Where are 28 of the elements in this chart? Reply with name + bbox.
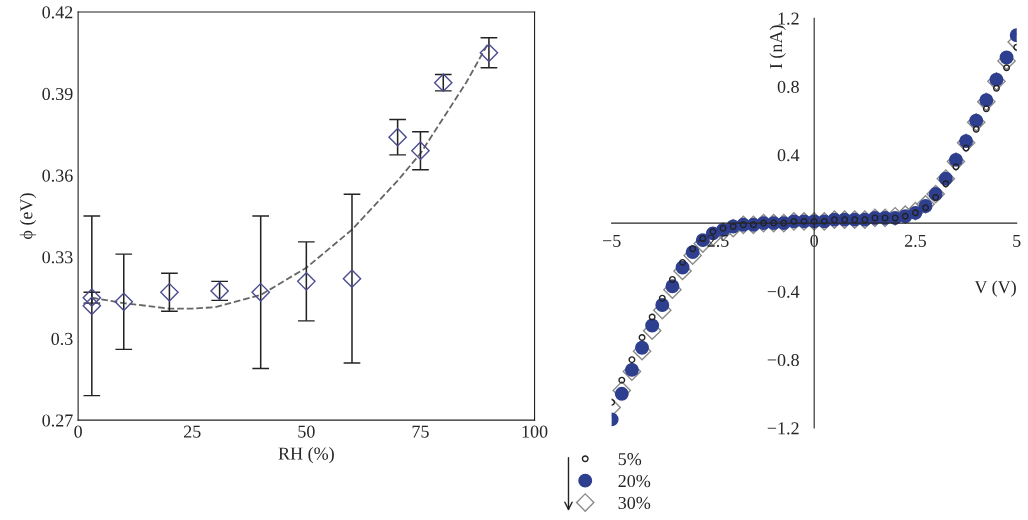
y-tick-label: −0.8 xyxy=(767,353,799,367)
legend-label: 5% xyxy=(618,453,642,466)
x-axis-title: V (V) xyxy=(974,280,1016,297)
y-tick-label: −1.2 xyxy=(767,422,799,435)
legend-label: 30% xyxy=(618,496,651,510)
x-tick-label: 75 xyxy=(412,425,429,438)
x-tick-label: −5 xyxy=(602,234,621,247)
x-tick-label: −2.5 xyxy=(697,234,729,247)
y-tick-label: 0.33 xyxy=(42,251,73,264)
y-tick-label: 0.39 xyxy=(42,87,73,101)
y-axis-title: ϕ (eV) xyxy=(19,193,37,239)
y-tick-label: 0.42 xyxy=(42,6,73,19)
x-tick-label: 100 xyxy=(522,425,548,438)
x-axis-title: RH (%) xyxy=(278,446,334,464)
x-tick-label: 0 xyxy=(74,425,82,438)
x-tick-label: 2.5 xyxy=(904,234,927,247)
x-tick-label: 5 xyxy=(1013,234,1021,247)
y-tick-label: −0.4 xyxy=(767,285,800,298)
y-tick-label: 0.3 xyxy=(51,332,73,346)
x-tick-label: 50 xyxy=(298,425,315,438)
y-tick-label: 0.36 xyxy=(42,169,73,182)
y-tick-label: 0.8 xyxy=(777,80,799,94)
y-tick-label: 0.4 xyxy=(777,149,800,162)
legend-label: 20% xyxy=(618,474,651,488)
y-tick-label: 1.2 xyxy=(778,12,799,25)
x-tick-label: 25 xyxy=(184,425,201,438)
y-axis-title: I (nA) xyxy=(769,25,786,69)
y-tick-label: 0.27 xyxy=(42,414,73,427)
